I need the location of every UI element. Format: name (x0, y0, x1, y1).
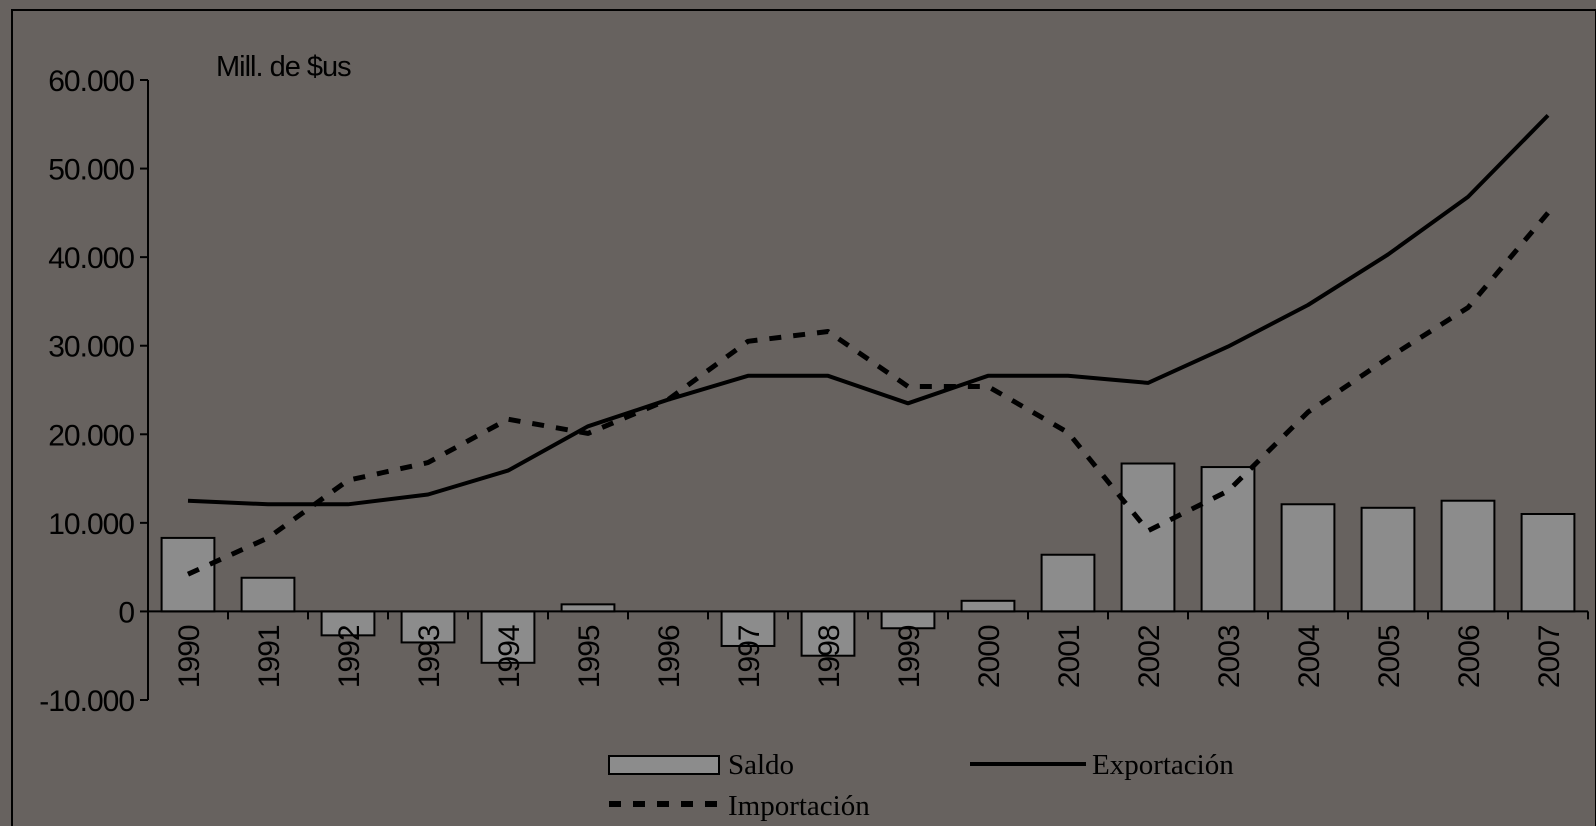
x-tick-label-2005: 2005 (1373, 625, 1406, 688)
exportacion-line (188, 115, 1548, 504)
legend: Saldo Exportación Importación (609, 749, 1234, 822)
legend-saldo-label: Saldo (728, 749, 794, 781)
x-tick-label-1996: 1996 (653, 625, 686, 688)
x-tick-label-2007: 2007 (1533, 625, 1566, 688)
legend-saldo-swatch (609, 756, 719, 774)
y-tick-label: -10.000 (39, 685, 134, 718)
y-tick-label: 60.000 (48, 65, 134, 98)
x-tick-label-1991: 1991 (253, 625, 286, 688)
importacion-line (188, 213, 1548, 574)
y-tick-label: 30.000 (48, 331, 134, 364)
saldo-bars (162, 464, 1575, 663)
saldo-bar-2003 (1202, 467, 1255, 611)
x-tick-label-1995: 1995 (573, 625, 606, 688)
saldo-bar-1995 (562, 604, 615, 611)
x-tick-label-1994: 1994 (493, 625, 526, 688)
saldo-bar-1991 (242, 578, 295, 612)
y-axis: -10.000 0 10.000 20.000 30.000 40.000 50.000 60… (39, 65, 148, 718)
x-tick-label-1990: 1990 (173, 625, 206, 688)
x-tick-label-2003: 2003 (1213, 625, 1246, 688)
x-tick-label-2001: 2001 (1053, 625, 1086, 688)
x-tick-label-1998: 1998 (813, 625, 846, 688)
x-tick-label-2002: 2002 (1133, 625, 1166, 688)
y-tick-label: 40.000 (48, 242, 134, 275)
x-tick-label-1992: 1992 (333, 625, 366, 688)
chart-border (12, 10, 1596, 826)
y-tick-label: 10.000 (48, 508, 134, 541)
saldo-bar-2000 (962, 601, 1015, 612)
saldo-bar-2004 (1282, 504, 1335, 611)
x-tick-label-1997: 1997 (733, 625, 766, 688)
saldo-bar-2005 (1362, 508, 1415, 612)
saldo-bar-1990 (162, 538, 215, 612)
series-lines (188, 115, 1548, 574)
x-tick-label-1993: 1993 (413, 625, 446, 688)
y-tick-label: 20.000 (48, 419, 134, 452)
x-tick-label-2006: 2006 (1453, 625, 1486, 688)
y-tick-label: 0 (118, 596, 134, 629)
legend-exportacion-label: Exportación (1092, 749, 1234, 781)
unit-label: Mill. de $us (216, 51, 351, 83)
x-tick-label-2000: 2000 (973, 625, 1006, 688)
saldo-bar-2002 (1122, 464, 1175, 612)
legend-importacion-label: Importación (728, 790, 870, 822)
y-tick-label: 50.000 (48, 154, 134, 187)
x-tick-label-2004: 2004 (1293, 625, 1326, 688)
saldo-bar-2006 (1442, 501, 1495, 612)
x-tick-label-1999: 1999 (893, 625, 926, 688)
saldo-bar-2007 (1522, 514, 1575, 611)
saldo-bar-2001 (1042, 555, 1095, 612)
